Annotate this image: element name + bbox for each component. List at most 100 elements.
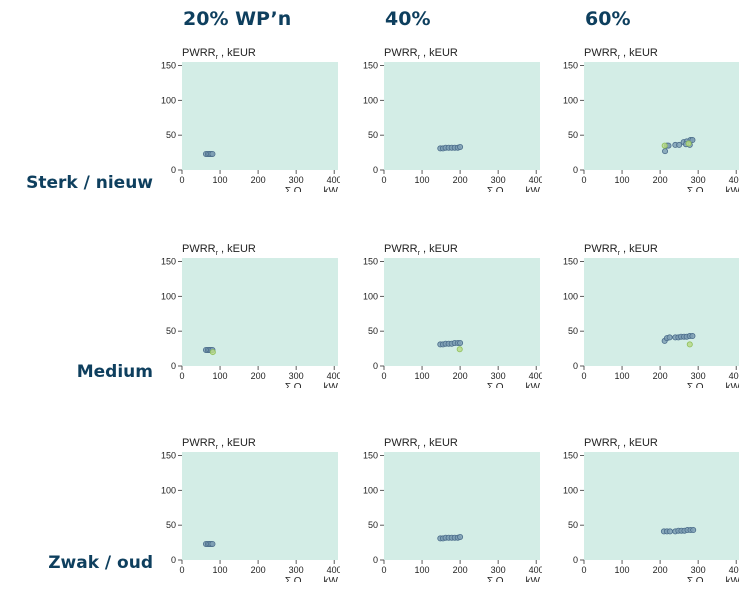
x-tick-label: 0 bbox=[179, 371, 184, 381]
data-point bbox=[209, 540, 216, 547]
x-tick-label: 400 bbox=[729, 371, 739, 381]
y-tick-label: 0 bbox=[573, 361, 578, 371]
y-tick-label: 100 bbox=[161, 95, 176, 105]
y-tick-label: 50 bbox=[166, 130, 176, 140]
data-point bbox=[456, 346, 463, 353]
y-tick-label: 0 bbox=[171, 555, 176, 565]
y-tick-label: 150 bbox=[563, 450, 578, 460]
y-tick-label: 150 bbox=[161, 450, 176, 460]
row-label-zwak-oud: Zwak / oud bbox=[48, 553, 153, 573]
y-axis-label: PWRRr , kEUR bbox=[384, 437, 458, 451]
x-tick-label: 100 bbox=[415, 175, 430, 185]
x-tick-label: 0 bbox=[581, 565, 586, 575]
y-axis-label: PWRRr , kEUR bbox=[584, 243, 658, 257]
y-axis-label: PWRRr , kEUR bbox=[584, 47, 658, 61]
x-axis-label: Σ Q0,hp , kW bbox=[285, 382, 339, 388]
x-tick-label: 400 bbox=[327, 565, 340, 575]
x-tick-label: 0 bbox=[581, 175, 586, 185]
data-point bbox=[666, 528, 673, 535]
plot-background bbox=[584, 452, 739, 560]
x-tick-label: 200 bbox=[251, 175, 266, 185]
row-label-medium: Medium bbox=[76, 362, 153, 382]
x-axis-label: Σ Q0,hp , kW bbox=[487, 576, 541, 582]
x-tick-label: 0 bbox=[179, 565, 184, 575]
y-tick-label: 150 bbox=[363, 450, 378, 460]
data-point bbox=[457, 340, 464, 347]
y-tick-label: 50 bbox=[568, 520, 578, 530]
y-tick-label: 0 bbox=[373, 361, 378, 371]
y-tick-label: 100 bbox=[363, 485, 378, 495]
plot-background bbox=[384, 62, 540, 170]
y-tick-label: 150 bbox=[161, 256, 176, 266]
x-tick-label: 200 bbox=[653, 371, 668, 381]
data-point bbox=[666, 334, 673, 341]
x-tick-label: 400 bbox=[529, 175, 542, 185]
x-axis-label: Σ Q0,hp , kW bbox=[285, 576, 339, 582]
x-tick-label: 300 bbox=[691, 175, 706, 185]
data-point bbox=[686, 341, 693, 348]
data-point bbox=[685, 140, 692, 147]
x-tick-label: 100 bbox=[415, 565, 430, 575]
data-point bbox=[209, 150, 216, 157]
x-tick-label: 400 bbox=[327, 371, 340, 381]
y-tick-label: 100 bbox=[161, 485, 176, 495]
row-label-sterk-nieuw: Sterk / nieuw bbox=[26, 173, 153, 193]
x-tick-label: 300 bbox=[289, 175, 304, 185]
y-tick-label: 50 bbox=[166, 520, 176, 530]
y-axis-label: PWRRr , kEUR bbox=[182, 47, 256, 61]
x-tick-label: 0 bbox=[581, 371, 586, 381]
data-point bbox=[690, 527, 697, 534]
y-axis-label: PWRRr , kEUR bbox=[182, 437, 256, 451]
x-tick-label: 300 bbox=[491, 371, 506, 381]
data-point bbox=[689, 137, 696, 144]
data-point bbox=[661, 142, 668, 149]
x-tick-label: 0 bbox=[381, 371, 386, 381]
x-tick-label: 300 bbox=[691, 565, 706, 575]
data-point bbox=[662, 148, 669, 155]
y-tick-label: 50 bbox=[166, 326, 176, 336]
x-tick-label: 400 bbox=[327, 175, 340, 185]
y-tick-label: 0 bbox=[171, 165, 176, 175]
data-point bbox=[676, 141, 683, 148]
x-tick-label: 0 bbox=[381, 175, 386, 185]
y-tick-label: 100 bbox=[563, 291, 578, 301]
data-point bbox=[457, 534, 464, 541]
x-tick-label: 400 bbox=[729, 565, 739, 575]
x-tick-label: 100 bbox=[213, 565, 228, 575]
x-tick-label: 200 bbox=[251, 371, 266, 381]
y-tick-label: 100 bbox=[161, 291, 176, 301]
x-tick-label: 0 bbox=[179, 175, 184, 185]
column-heading-20: 20% WP’n bbox=[183, 8, 292, 30]
x-axis-label: Σ Q0,hp , kW bbox=[687, 576, 739, 582]
y-tick-label: 0 bbox=[373, 165, 378, 175]
x-tick-label: 300 bbox=[491, 565, 506, 575]
x-axis-label: Σ Q0,hp , kW bbox=[687, 186, 739, 192]
x-tick-label: 300 bbox=[289, 565, 304, 575]
y-tick-label: 0 bbox=[573, 555, 578, 565]
y-tick-label: 0 bbox=[171, 361, 176, 371]
x-tick-label: 200 bbox=[251, 565, 266, 575]
y-tick-label: 150 bbox=[563, 256, 578, 266]
plot-background bbox=[584, 62, 739, 170]
data-point bbox=[457, 144, 464, 151]
x-tick-label: 100 bbox=[615, 565, 630, 575]
plot-background bbox=[584, 258, 739, 366]
x-tick-label: 300 bbox=[691, 371, 706, 381]
x-tick-label: 0 bbox=[381, 565, 386, 575]
y-tick-label: 0 bbox=[573, 165, 578, 175]
column-heading-60: 60% bbox=[585, 8, 631, 30]
plot-background bbox=[384, 452, 540, 560]
y-tick-label: 150 bbox=[363, 256, 378, 266]
x-axis-label: Σ Q0,hp , kW bbox=[687, 382, 739, 388]
x-tick-label: 200 bbox=[453, 565, 468, 575]
data-point bbox=[209, 349, 216, 356]
y-tick-label: 100 bbox=[563, 95, 578, 105]
x-tick-label: 100 bbox=[615, 175, 630, 185]
x-tick-label: 400 bbox=[529, 371, 542, 381]
